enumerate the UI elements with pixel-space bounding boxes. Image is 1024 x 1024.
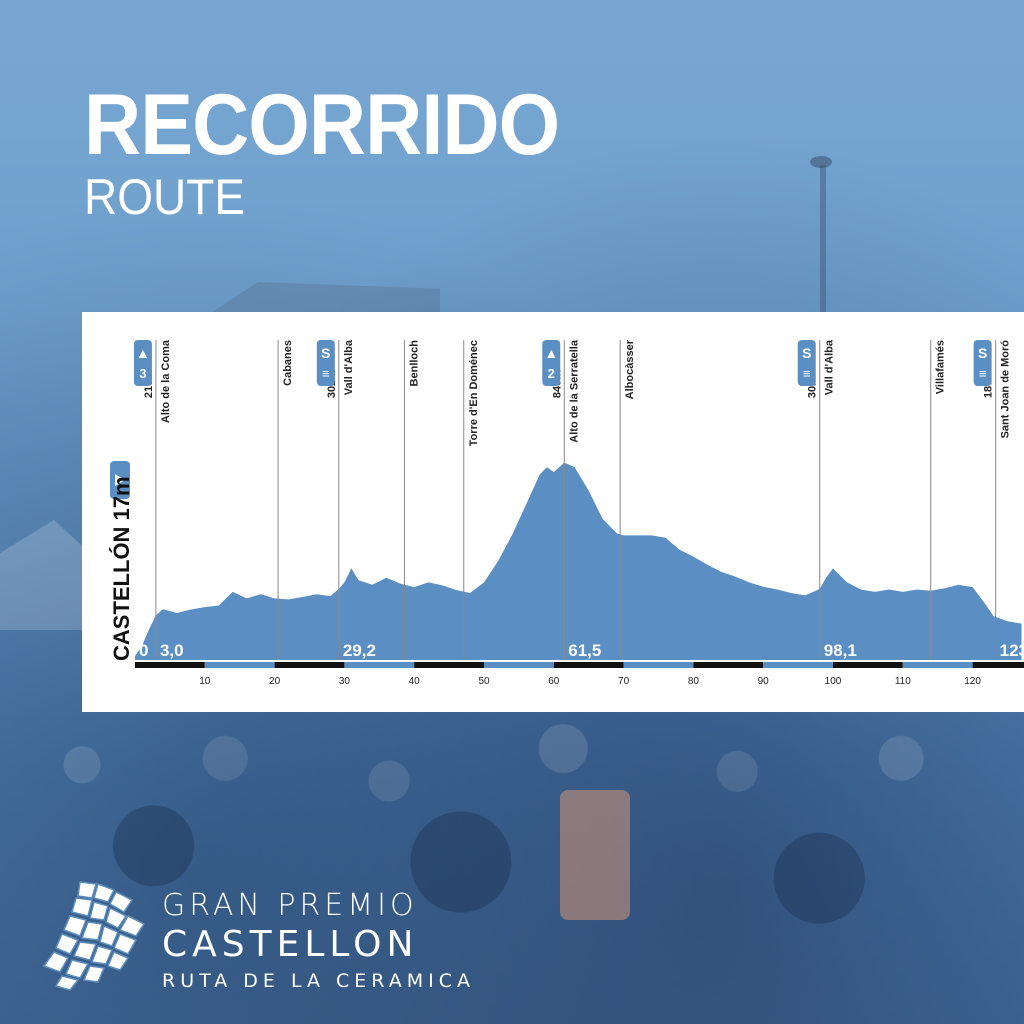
marker-badge-sub: 3 — [139, 366, 146, 381]
x-tick-label: 100 — [825, 676, 842, 687]
axis-segment — [553, 662, 624, 668]
marker-name: Vall d'Alba — [343, 339, 355, 395]
x-tick-label: 110 — [895, 676, 911, 687]
x-tick-label: 20 — [269, 676, 281, 687]
axis-segment — [763, 662, 833, 668]
marker-km-label: 0 — [139, 641, 148, 660]
gran-premio-logo — [42, 881, 146, 991]
sprint-icon: S — [802, 345, 811, 361]
marker-badge — [542, 340, 561, 386]
page-subtitle: ROUTE — [84, 169, 245, 225]
climb-category-icon: ▲ — [136, 345, 150, 361]
x-tick-label: 50 — [478, 676, 490, 687]
marker-name: Villafamés — [935, 340, 947, 394]
spectator-vest — [560, 790, 630, 920]
marker-km-label: 61,5 — [568, 641, 601, 660]
street-lamp-pole — [820, 165, 826, 315]
crowd — [0, 700, 1024, 1024]
marker-name: Benlloch — [408, 340, 420, 387]
marker-badge-sub: ≡ — [979, 366, 987, 381]
marker-name: Cabanes — [282, 340, 294, 386]
marker-badge-sub: 2 — [548, 366, 555, 381]
x-tick-label: 10 — [199, 676, 211, 687]
x-tick-label: 80 — [688, 676, 700, 687]
x-tick-label: 60 — [548, 676, 560, 687]
marker-name: Vall d'Alba — [824, 339, 836, 395]
brand-line-1: GRAN PREMIO — [162, 888, 418, 923]
sprint-icon: S — [321, 345, 330, 361]
x-tick-label: 70 — [618, 676, 630, 687]
marker-km-label: 98,1 — [824, 641, 857, 660]
axis-segment — [902, 662, 973, 668]
axis-segment — [414, 662, 484, 668]
x-tick-label: 90 — [758, 676, 770, 687]
start-label: CASTELLÓN 17m — [109, 476, 134, 661]
climb-category-icon: ▲ — [544, 345, 558, 361]
marker-km-label: 123 — [1000, 641, 1024, 660]
route-profile-card: 10 20 30 40 50 60 70 80 90 100 110 120 0 Alto de la … — [82, 312, 1024, 712]
marker-badge — [316, 340, 335, 386]
x-tick-label: 40 — [409, 676, 421, 687]
sprint-icon: S — [978, 345, 987, 361]
x-tick-label: 30 — [339, 676, 351, 687]
x-tick-label: 120 — [964, 676, 981, 687]
marker-name: Sant Joan de Moró — [1000, 340, 1012, 439]
elevation-profile-chart: 10 20 30 40 50 60 70 80 90 100 110 120 0 Alto de la … — [109, 339, 1024, 687]
elevation-area — [135, 462, 1022, 660]
marker-badge-sub: ≡ — [322, 366, 330, 381]
marker-name: Alto de la Serratella — [568, 339, 580, 443]
marker-badge — [797, 340, 816, 386]
axis-segment — [484, 662, 554, 668]
marker-badge — [133, 340, 152, 386]
page-title: RECORRIDO — [84, 77, 560, 173]
axis-segment — [135, 662, 205, 668]
axis-segment — [623, 662, 694, 668]
marker-name: Alto de la Coma — [160, 339, 172, 423]
axis-segment — [204, 662, 275, 668]
play-icon — [115, 474, 125, 486]
marker-badge-sub: ≡ — [803, 366, 811, 381]
street-lamp — [810, 156, 832, 168]
marker-badge — [973, 340, 992, 386]
axis-segment — [833, 662, 903, 668]
axis-segment — [972, 662, 1024, 668]
marker-km-label: 29,2 — [343, 641, 376, 660]
axis-segment — [693, 662, 764, 668]
brand-line-3: RUTA DE LA CERAMICA — [162, 970, 475, 992]
marker-name: Torre d'En Doménec — [468, 340, 480, 446]
brand-line-2: CASTELLON — [162, 924, 419, 965]
axis-segment — [344, 662, 415, 668]
marker-km-label: 3,0 — [160, 641, 184, 660]
axis-segment — [274, 662, 345, 668]
marker-name: Albocàsser — [624, 339, 636, 399]
